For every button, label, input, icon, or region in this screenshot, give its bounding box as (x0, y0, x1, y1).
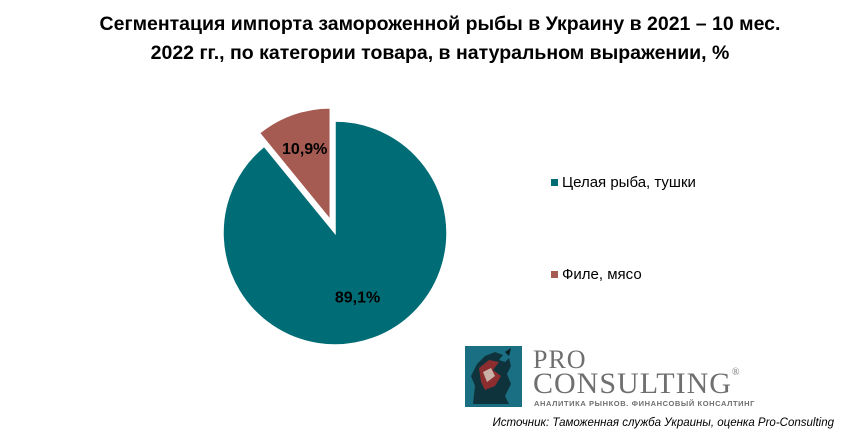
logo-text-consulting-word: CONSULTING (533, 367, 732, 400)
legend-swatch-whole-fish (551, 179, 558, 186)
pie-slice-fillet (258, 107, 332, 222)
legend-swatch-fillet (551, 271, 558, 278)
logo-text-consulting: CONSULTING® (533, 367, 741, 401)
chart-title-line1: Сегментация импорта замороженной рыбы в … (99, 13, 781, 35)
data-label-fillet: 10,9% (282, 141, 327, 158)
source-note: Источник: Таможенная служба Украины, оце… (492, 417, 834, 429)
chart-title-line2: 2022 гг., по категории товара, в натурал… (150, 42, 730, 64)
chart-title: Сегментация импорта замороженной рыбы в … (40, 10, 840, 68)
pro-consulting-logo: PRO CONSULTING® АНАЛИТИКА РЫНКОВ. ФИНАНС… (465, 345, 765, 408)
legend-item-whole-fish: Целая рыба, тушки (551, 174, 696, 191)
legend-label-fillet: Филе, мясо (562, 266, 642, 283)
logo-text-pro: PRO (533, 345, 587, 374)
legend-label-whole-fish: Целая рыба, тушки (562, 174, 696, 191)
registered-mark: ® (731, 367, 741, 378)
logo-tagline: АНАЛИТИКА РЫНКОВ. ФИНАНСОВЫЙ КОНСАЛТИНГ (534, 399, 756, 408)
pie-slice-whole-fish (222, 120, 448, 346)
pie-slices (222, 107, 448, 346)
pie-labels: 89,1% 10,9% (282, 141, 380, 306)
logo-emblem-icon (465, 346, 522, 407)
legend-item-fillet: Филе, мясо (551, 266, 642, 283)
data-label-whole-fish: 89,1% (335, 289, 380, 306)
